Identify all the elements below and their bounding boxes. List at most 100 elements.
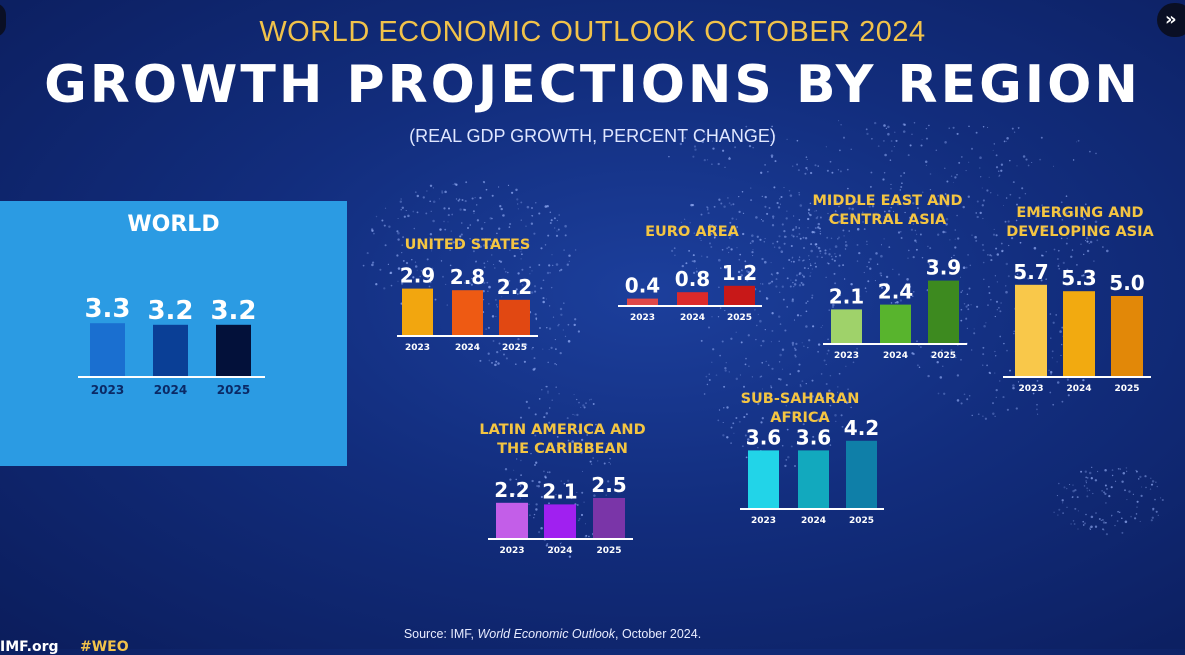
map-dot	[1051, 357, 1054, 359]
map-dot	[946, 180, 949, 183]
map-dot	[1016, 203, 1018, 206]
map-dot	[689, 222, 691, 224]
map-dot	[1151, 480, 1155, 483]
map-dot	[589, 460, 592, 463]
map-dot	[1062, 261, 1065, 265]
map-dot	[842, 136, 846, 139]
map-dot	[517, 208, 519, 210]
map-dot	[504, 467, 508, 471]
map-dot	[982, 353, 985, 356]
map-dot	[730, 442, 732, 444]
map-dot	[962, 266, 966, 269]
map-dot	[1000, 163, 1004, 166]
map-dot	[785, 405, 787, 407]
map-dot	[554, 339, 556, 341]
map-dot	[400, 198, 402, 200]
map-dot	[1048, 369, 1050, 372]
map-dot	[1060, 354, 1062, 356]
value-label-2024: 2.4	[878, 280, 913, 304]
map-dot	[968, 161, 970, 163]
map-dot	[921, 256, 924, 259]
map-dot	[1086, 495, 1089, 498]
map-dot	[805, 325, 808, 328]
map-dot	[684, 234, 687, 236]
map-dot	[740, 269, 743, 271]
map-dot	[567, 439, 570, 442]
map-dot	[805, 418, 807, 421]
map-dot	[577, 519, 580, 522]
map-dot	[995, 154, 998, 157]
map-dot	[563, 482, 566, 485]
year-label-2025: 2025	[596, 546, 621, 556]
map-dot	[883, 172, 886, 174]
map-dot	[505, 357, 508, 360]
map-dot	[783, 235, 787, 238]
previous-slide-button[interactable]	[0, 3, 6, 37]
next-slide-button[interactable]: »	[1157, 3, 1185, 37]
map-dot	[880, 254, 883, 258]
map-dot	[552, 264, 554, 267]
map-dot	[789, 373, 792, 375]
weo-hashtag[interactable]: #WEO	[80, 639, 129, 655]
map-dot	[1093, 260, 1095, 262]
map-dot	[546, 326, 548, 329]
map-dot	[443, 207, 446, 210]
map-dot	[521, 430, 524, 433]
map-dot	[729, 237, 731, 239]
map-dot	[715, 374, 718, 376]
map-dot	[807, 217, 810, 221]
map-dot	[1083, 253, 1085, 256]
map-dot	[770, 385, 772, 387]
bar-2024	[677, 292, 708, 305]
map-dot	[899, 189, 902, 191]
map-dot	[779, 323, 782, 325]
map-dot	[1070, 523, 1072, 525]
map-dot	[869, 257, 872, 261]
map-dot	[703, 393, 706, 395]
map-dot	[503, 268, 506, 270]
map-dot	[775, 278, 778, 281]
map-dot	[1155, 510, 1158, 513]
map-dot	[996, 309, 998, 311]
map-dot	[953, 254, 955, 257]
imf-brand-link[interactable]: IMF.org	[0, 639, 59, 655]
chart-title-line: DEVELOPING ASIA	[1006, 224, 1154, 240]
chart-title: LATIN AMERICA AND THE CARIBBEAN	[470, 421, 655, 459]
map-dot	[952, 126, 955, 129]
map-dot	[711, 224, 714, 227]
map-dot	[548, 421, 551, 424]
map-dot	[534, 434, 537, 437]
map-dot	[396, 230, 399, 233]
map-dot	[1088, 471, 1092, 475]
map-dot	[751, 376, 753, 378]
map-dot	[1005, 197, 1008, 199]
map-dot	[576, 413, 579, 417]
map-dot	[781, 368, 784, 370]
map-dot	[871, 205, 875, 208]
map-dot	[390, 284, 393, 287]
map-dot	[997, 194, 999, 196]
year-label-2024: 2024	[680, 313, 705, 323]
map-dot	[748, 365, 750, 368]
map-dot	[829, 444, 832, 446]
source-note: Source: IMF, World Economic Outlook, Oct…	[0, 627, 1105, 641]
map-dot	[534, 446, 538, 449]
map-dot	[1077, 528, 1079, 530]
map-dot	[459, 235, 462, 238]
map-dot	[982, 126, 985, 128]
map-dot	[998, 307, 1000, 309]
map-dot	[1086, 240, 1089, 243]
map-dot	[1062, 502, 1064, 504]
map-dot	[825, 146, 827, 148]
map-dot	[1070, 255, 1073, 258]
map-dot	[1041, 204, 1044, 207]
map-dot	[796, 139, 799, 142]
map-dot	[426, 190, 428, 192]
map-dot	[920, 346, 922, 348]
year-label-2023: 2023	[1018, 384, 1043, 394]
map-dot	[531, 479, 534, 483]
map-dot	[735, 218, 738, 220]
map-dot	[778, 246, 781, 249]
bar-2023	[496, 502, 528, 538]
map-dot	[705, 375, 708, 378]
